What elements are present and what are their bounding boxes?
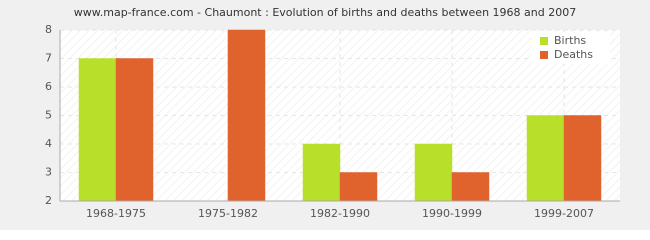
y-tick-label: 5: [45, 109, 52, 122]
bar: [227, 29, 266, 202]
bar: [451, 172, 490, 202]
y-tick-label: 4: [45, 137, 52, 150]
x-tick-label: 1982-1990: [310, 207, 370, 220]
bar: [115, 58, 154, 202]
legend-label: Deaths: [554, 48, 593, 61]
chart: www.map-france.com - Chaumont : Evolutio…: [0, 0, 650, 230]
bar: [563, 115, 602, 202]
x-tick-label: 1999-2007: [534, 207, 594, 220]
x-tick-label: 1990-1999: [422, 207, 482, 220]
legend-swatch: [540, 51, 548, 59]
y-tick-label: 6: [45, 80, 52, 93]
bar: [339, 172, 378, 202]
x-tick-label: 1975-1982: [198, 207, 258, 220]
y-tick-label: 2: [45, 194, 52, 207]
bar: [78, 58, 117, 202]
y-tick-label: 7: [45, 52, 52, 65]
chart-title: www.map-france.com - Chaumont : Evolutio…: [74, 6, 576, 19]
y-tick-label: 3: [45, 166, 52, 179]
legend-label: Births: [554, 34, 586, 47]
legend-swatch: [540, 37, 548, 45]
x-tick-label: 1968-1975: [86, 207, 146, 220]
y-tick-label: 8: [45, 23, 52, 36]
bar: [414, 143, 453, 202]
bar: [302, 143, 341, 202]
bar: [526, 115, 565, 202]
